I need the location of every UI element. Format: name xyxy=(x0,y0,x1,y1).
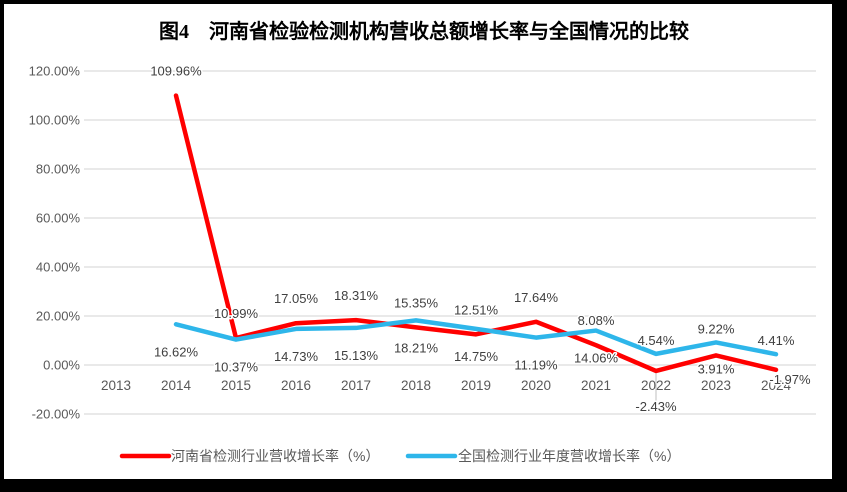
data-labels: 109.96% 10.99% 17.05% 18.31% 15.35% 12.51% 17.… xyxy=(149,62,813,415)
data-label: 8.08% xyxy=(578,313,615,328)
data-label: 18.31% xyxy=(334,288,379,303)
y-tick-label: 20.00% xyxy=(36,309,81,324)
legend-item-henan: 河南省检测行业营收增长率（%） xyxy=(119,448,379,464)
data-label: 16.62% xyxy=(154,344,199,359)
data-label: 12.51% xyxy=(454,302,499,317)
data-label: 11.19% xyxy=(514,358,558,373)
x-tick-label: 2014 xyxy=(161,378,192,393)
legend-item-national: 全国检测行业年度营收增长率（%） xyxy=(405,448,680,464)
y-tick-label: -20.00% xyxy=(32,407,81,422)
legend-label-henan: 河南省检测行业营收增长率（%） xyxy=(171,448,379,464)
y-tick-label: 120.00% xyxy=(29,64,81,79)
x-tick-label: 2013 xyxy=(101,378,131,393)
series-lines xyxy=(173,93,779,374)
chart-title: 图4 河南省检验检测机构营收总额增长率与全国情况的比较 xyxy=(159,19,689,43)
data-label: 9.22% xyxy=(698,321,735,336)
series-line-1 xyxy=(173,318,779,357)
y-tick-label: 60.00% xyxy=(36,211,81,226)
x-tick-label: 2016 xyxy=(281,378,311,393)
data-label: 4.41% xyxy=(758,333,795,348)
data-label: -1.97% xyxy=(769,372,811,387)
x-tick-label: 2018 xyxy=(401,378,431,393)
data-label: 14.73% xyxy=(274,349,319,364)
data-label: 18.21% xyxy=(394,340,439,355)
data-label: 15.35% xyxy=(394,295,439,310)
legend: 河南省检测行业营收增长率（%） 全国检测行业年度营收增长率（%） xyxy=(119,448,680,464)
data-label: 109.96% xyxy=(150,64,202,79)
data-label: 15.13% xyxy=(334,348,379,363)
x-tick-label: 2017 xyxy=(341,378,371,393)
x-tick-label: 2015 xyxy=(221,378,251,393)
chart-canvas xyxy=(4,4,832,479)
data-label: -2.43% xyxy=(635,399,677,414)
x-tick-label: 2023 xyxy=(701,378,731,393)
y-tick-label: 80.00% xyxy=(36,162,81,177)
x-tick-label: 2019 xyxy=(461,378,491,393)
data-label: 4.54% xyxy=(638,333,675,348)
data-label: 3.91% xyxy=(698,361,735,376)
data-label: 14.06% xyxy=(574,351,619,366)
x-tick-label: 2024 xyxy=(761,378,792,393)
y-tick-label: 100.00% xyxy=(29,113,81,128)
series-line-0 xyxy=(173,93,779,374)
data-label: 17.64% xyxy=(514,290,559,305)
axis-labels: -20.00% 0.00% 20.00% 40.00% 60.00% 80.00% 100.… xyxy=(29,64,792,422)
data-label: 10.99% xyxy=(214,306,259,321)
data-label: 10.37% xyxy=(214,360,259,375)
data-label: 17.05% xyxy=(274,291,319,306)
y-tick-label: 0.00% xyxy=(43,358,80,373)
x-tick-label: 2021 xyxy=(581,378,611,393)
legend-label-national: 全国检测行业年度营收增长率（%） xyxy=(458,448,680,464)
gridlines xyxy=(84,70,816,415)
y-tick-label: 40.00% xyxy=(36,260,81,275)
x-tick-label: 2020 xyxy=(521,378,551,393)
data-label: 14.75% xyxy=(454,349,499,364)
